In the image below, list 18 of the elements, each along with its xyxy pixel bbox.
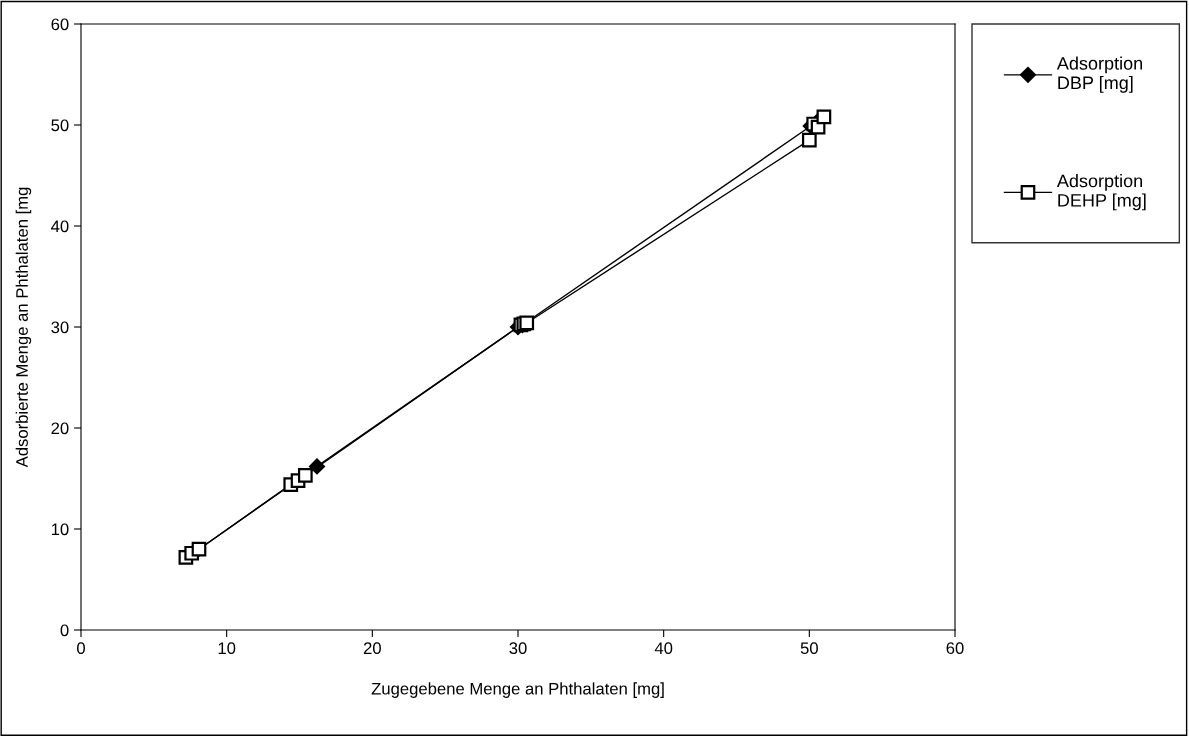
x-tick-label: 40 [654,642,673,655]
legend-label: Adsorption DBP [mg] [1056,56,1143,93]
y-tick-label: 30 [51,321,69,334]
x-tick-label: 10 [218,642,236,655]
y-tick-label: 40 [51,220,69,233]
y-tick-label: 50 [51,119,69,132]
y-tick-label: 20 [51,422,69,435]
y-axis-title: Adsorbierte Menge an Phthalaten [mg [15,187,32,468]
x-tick-label: 20 [363,642,381,655]
y-tick-label: 60 [51,18,69,31]
x-tick-label: 30 [509,642,527,655]
x-tick-label: 60 [946,642,964,655]
y-tick-label: 0 [60,624,69,637]
x-tick-label: 0 [77,642,85,655]
x-axis-title: Zugegebene Menge an Phthalaten [mg] [371,682,664,698]
legend-label: Adsorption DEHP [mg] [1056,174,1146,211]
x-tick-label: 50 [800,642,818,655]
y-tick-label: 10 [51,523,69,536]
